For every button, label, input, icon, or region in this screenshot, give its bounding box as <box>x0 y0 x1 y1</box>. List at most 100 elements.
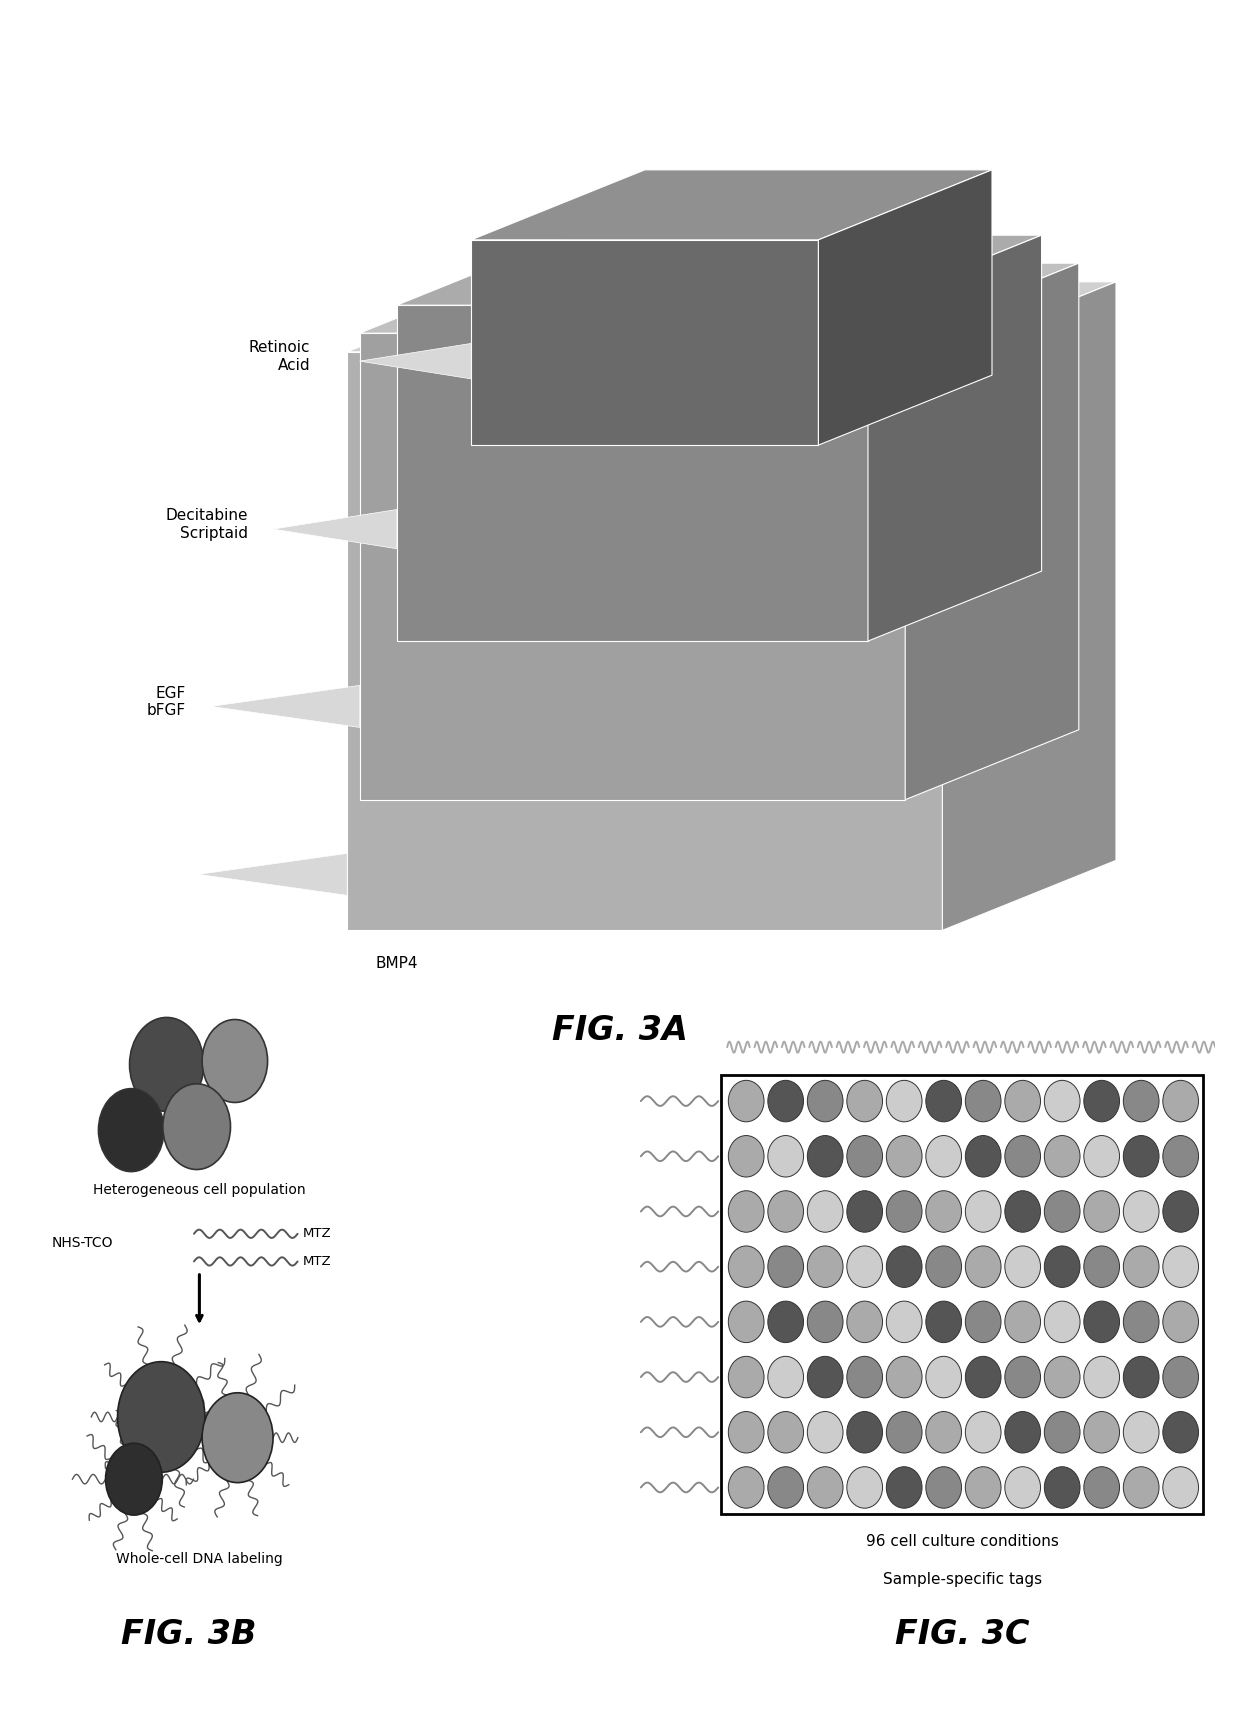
Circle shape <box>1163 1467 1199 1509</box>
Circle shape <box>1084 1301 1120 1343</box>
Circle shape <box>1004 1191 1040 1232</box>
Circle shape <box>1084 1412 1120 1453</box>
Text: FIG. 3B: FIG. 3B <box>120 1617 257 1652</box>
Circle shape <box>728 1246 764 1287</box>
Circle shape <box>1163 1135 1199 1177</box>
Circle shape <box>768 1356 804 1398</box>
Circle shape <box>847 1135 883 1177</box>
Circle shape <box>965 1191 1001 1232</box>
Circle shape <box>768 1135 804 1177</box>
Circle shape <box>926 1135 961 1177</box>
Polygon shape <box>198 854 347 895</box>
Circle shape <box>926 1412 961 1453</box>
Circle shape <box>887 1191 923 1232</box>
Circle shape <box>1044 1412 1080 1453</box>
Circle shape <box>1044 1246 1080 1287</box>
Circle shape <box>1044 1080 1080 1121</box>
Circle shape <box>807 1191 843 1232</box>
Circle shape <box>965 1246 1001 1287</box>
Circle shape <box>965 1412 1001 1453</box>
Polygon shape <box>360 344 471 378</box>
Circle shape <box>728 1301 764 1343</box>
Circle shape <box>1004 1080 1040 1121</box>
Text: Heterogeneous cell population: Heterogeneous cell population <box>93 1184 306 1198</box>
Circle shape <box>1044 1301 1080 1343</box>
Text: Whole-cell DNA labeling: Whole-cell DNA labeling <box>117 1552 283 1566</box>
Circle shape <box>887 1412 923 1453</box>
Text: FIG. 3C: FIG. 3C <box>895 1617 1029 1652</box>
Circle shape <box>768 1412 804 1453</box>
Circle shape <box>1123 1246 1159 1287</box>
Circle shape <box>965 1301 1001 1343</box>
Text: NHS-TCO: NHS-TCO <box>52 1236 114 1249</box>
Circle shape <box>1084 1467 1120 1509</box>
Circle shape <box>887 1301 923 1343</box>
Circle shape <box>807 1135 843 1177</box>
Circle shape <box>847 1301 883 1343</box>
Polygon shape <box>273 510 397 550</box>
Circle shape <box>1004 1356 1040 1398</box>
Circle shape <box>807 1467 843 1509</box>
Circle shape <box>105 1443 162 1515</box>
Circle shape <box>1004 1135 1040 1177</box>
Circle shape <box>1123 1135 1159 1177</box>
Polygon shape <box>942 282 1116 930</box>
Polygon shape <box>471 240 818 446</box>
Circle shape <box>1004 1246 1040 1287</box>
Circle shape <box>807 1356 843 1398</box>
Circle shape <box>1163 1356 1199 1398</box>
Polygon shape <box>347 353 942 930</box>
Polygon shape <box>347 282 1116 353</box>
Circle shape <box>847 1412 883 1453</box>
Circle shape <box>887 1135 923 1177</box>
Circle shape <box>1084 1191 1120 1232</box>
Circle shape <box>847 1080 883 1121</box>
Circle shape <box>1084 1080 1120 1121</box>
Circle shape <box>728 1191 764 1232</box>
Circle shape <box>887 1467 923 1509</box>
Circle shape <box>926 1467 961 1509</box>
Circle shape <box>887 1356 923 1398</box>
Circle shape <box>118 1362 205 1472</box>
Circle shape <box>1044 1191 1080 1232</box>
Polygon shape <box>818 169 992 446</box>
Circle shape <box>202 1393 273 1483</box>
Circle shape <box>728 1467 764 1509</box>
Polygon shape <box>397 235 1042 306</box>
Circle shape <box>728 1356 764 1398</box>
Circle shape <box>965 1135 1001 1177</box>
Circle shape <box>1123 1301 1159 1343</box>
Circle shape <box>1044 1467 1080 1509</box>
Circle shape <box>728 1135 764 1177</box>
Text: Decitabine
Scriptaid: Decitabine Scriptaid <box>165 508 248 541</box>
Circle shape <box>965 1356 1001 1398</box>
Circle shape <box>1123 1191 1159 1232</box>
Circle shape <box>847 1356 883 1398</box>
Text: BMP4: BMP4 <box>376 957 418 971</box>
Circle shape <box>847 1246 883 1287</box>
Circle shape <box>129 1018 203 1111</box>
Circle shape <box>162 1083 231 1170</box>
Circle shape <box>728 1080 764 1121</box>
Circle shape <box>1004 1467 1040 1509</box>
Bar <box>722 1075 1203 1514</box>
Circle shape <box>768 1191 804 1232</box>
Circle shape <box>1123 1080 1159 1121</box>
Circle shape <box>1084 1356 1120 1398</box>
Circle shape <box>926 1301 961 1343</box>
Circle shape <box>1004 1412 1040 1453</box>
Circle shape <box>926 1246 961 1287</box>
Circle shape <box>1084 1246 1120 1287</box>
Polygon shape <box>360 263 1079 334</box>
Circle shape <box>1163 1246 1199 1287</box>
Circle shape <box>1044 1135 1080 1177</box>
Circle shape <box>768 1246 804 1287</box>
Circle shape <box>926 1191 961 1232</box>
Text: EGF
bFGF: EGF bFGF <box>146 686 186 717</box>
Polygon shape <box>360 334 905 800</box>
Circle shape <box>887 1246 923 1287</box>
Circle shape <box>1123 1467 1159 1509</box>
Text: MTZ: MTZ <box>303 1227 331 1241</box>
Circle shape <box>768 1080 804 1121</box>
Polygon shape <box>905 263 1079 800</box>
